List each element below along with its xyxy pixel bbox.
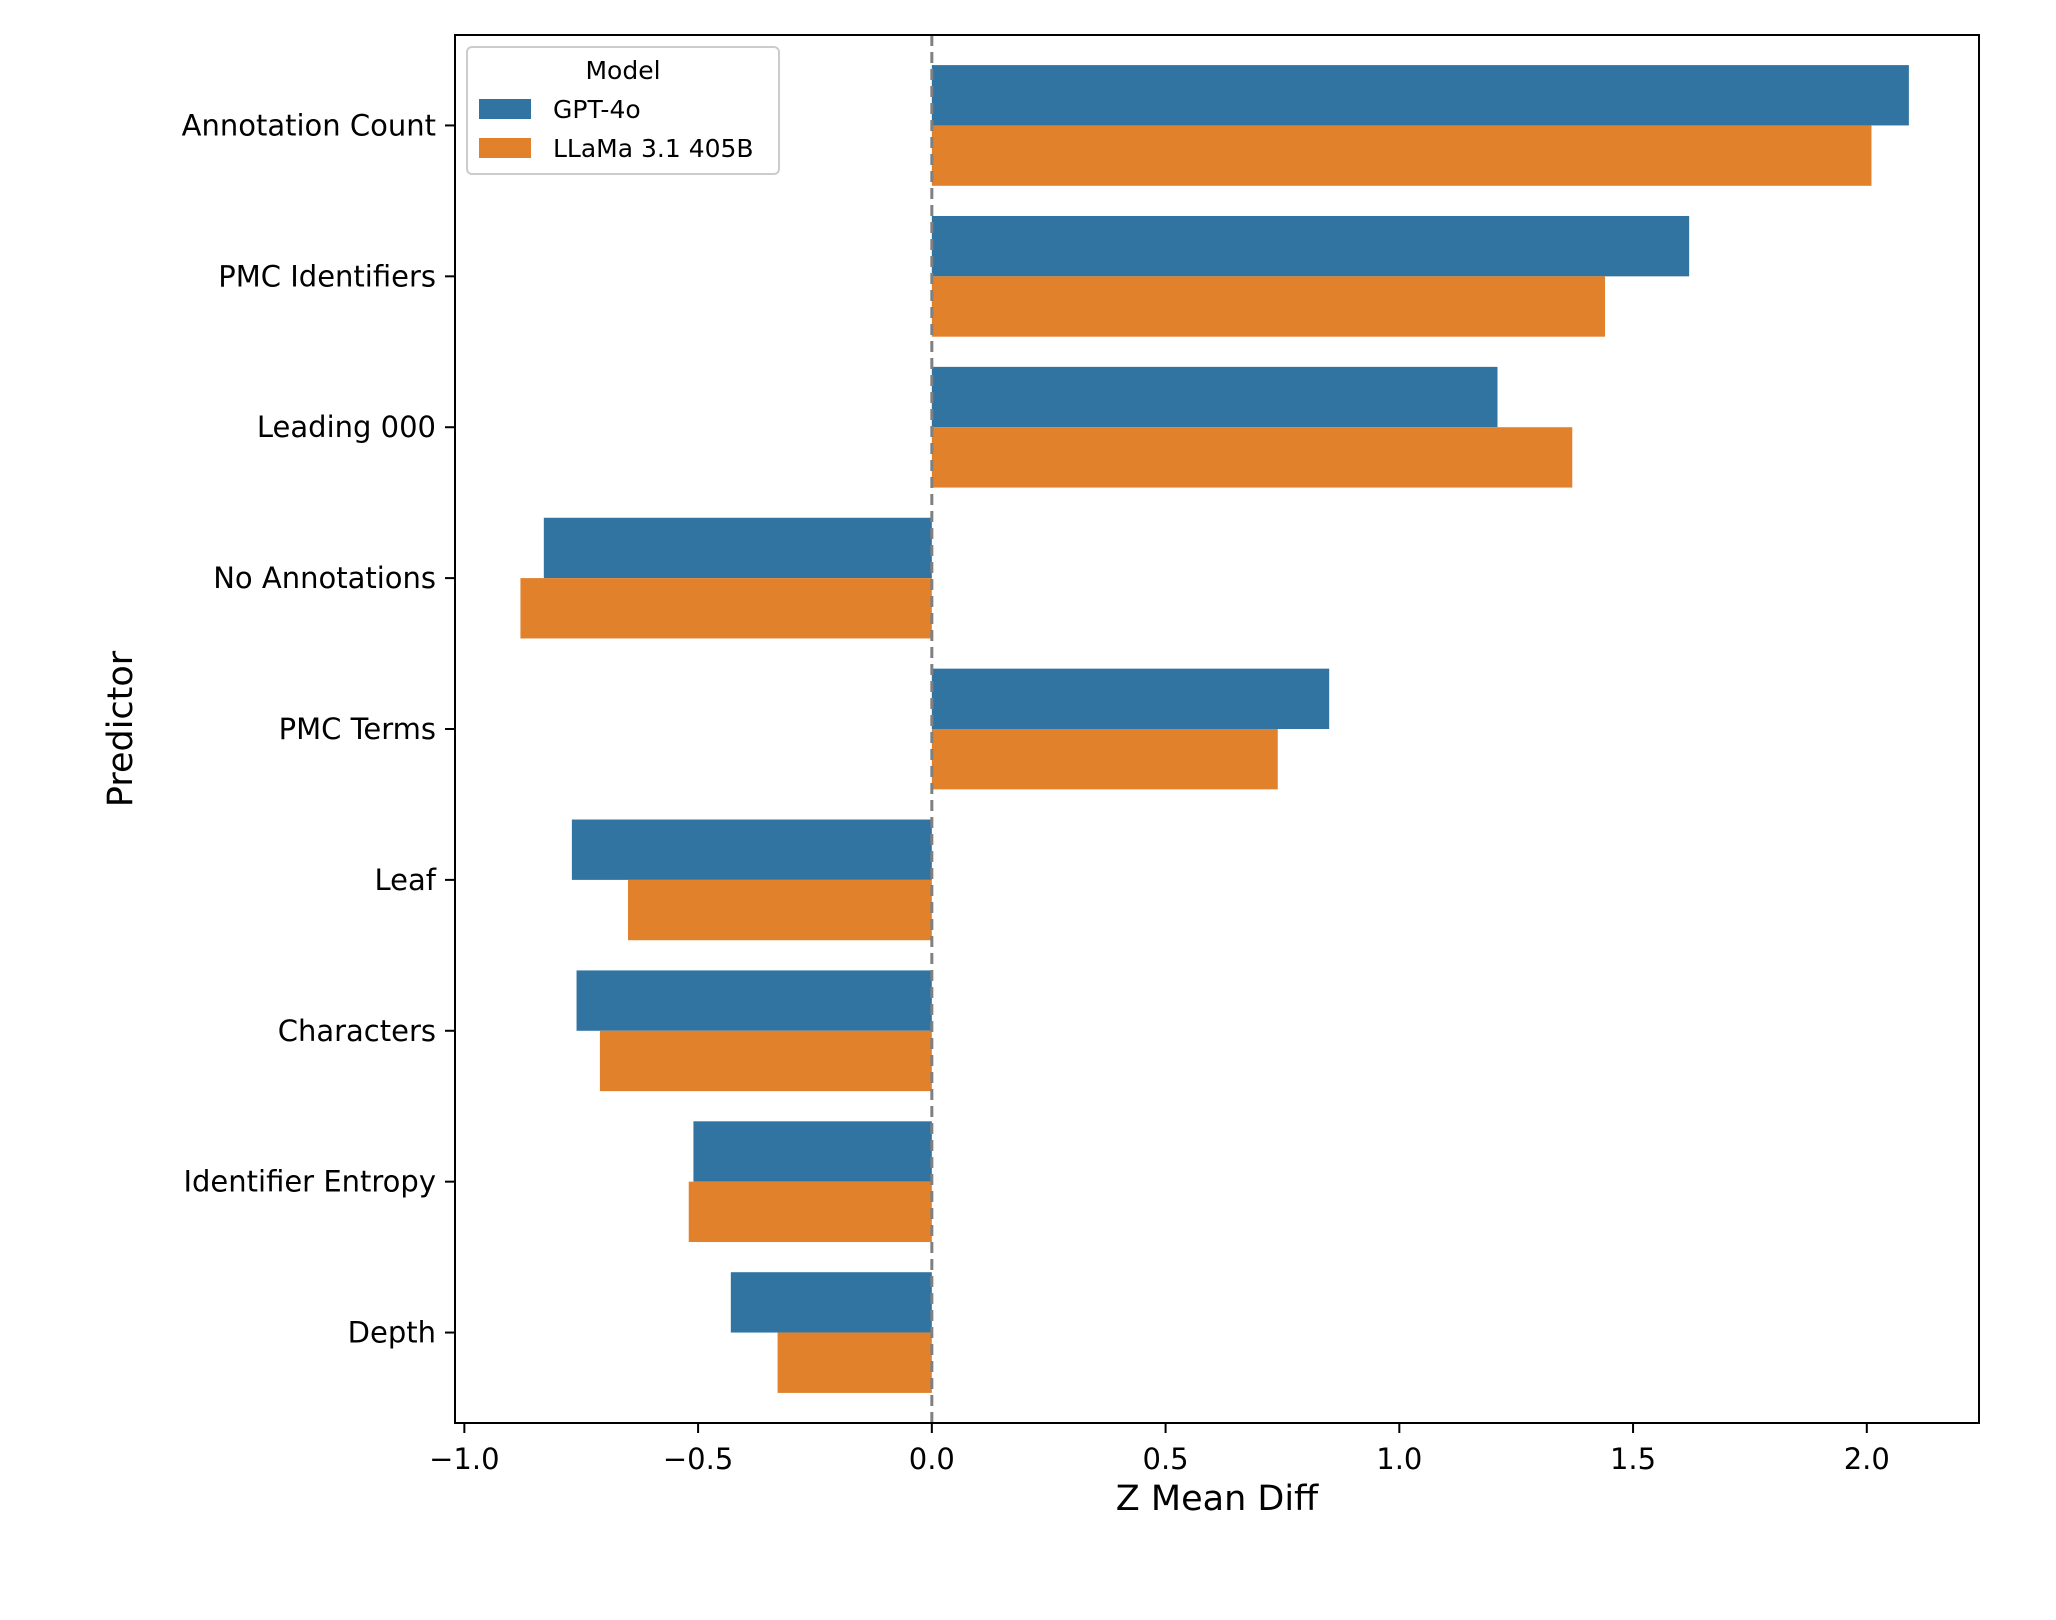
legend: Model GPT-4o LLaMa 3.1 405B [466, 46, 780, 175]
y-axis-label: Predictor [101, 650, 141, 807]
bar-llama-3-1-405b-pmc-identifiers [931, 276, 1606, 337]
bar-llama-3-1-405b-identifier-entropy [688, 1181, 932, 1243]
legend-label-llama-3-1-405b: LLaMa 3.1 405B [553, 134, 754, 163]
bar-gpt-4o-identifier-entropy [693, 1121, 932, 1182]
x-tick-label: 1.5 [1610, 1442, 1656, 1476]
y-tick-label-pmc-terms: PMC Terms [279, 712, 436, 746]
y-axis-ticks: Annotation Count PMC Identifiers Leading 0… [182, 108, 455, 1350]
x-tick-label: −0.5 [663, 1442, 733, 1476]
bars-group [520, 65, 1909, 1393]
legend-title: Model [585, 56, 660, 85]
legend-swatch-llama-3-1-405b [479, 138, 531, 158]
legend-swatch-gpt-4o [479, 99, 531, 119]
bar-gpt-4o-pmc-identifiers [931, 215, 1690, 277]
bar-gpt-4o-annotation-count [931, 65, 1909, 126]
bar-llama-3-1-405b-depth [777, 1332, 932, 1393]
x-tick-label: 1.0 [1376, 1442, 1422, 1476]
y-tick-label-identifier-entropy: Identifier Entropy [183, 1165, 436, 1199]
x-tick-label: 2.0 [1844, 1442, 1890, 1476]
y-tick-label-annotation-count: Annotation Count [182, 108, 436, 142]
bar-llama-3-1-405b-annotation-count [931, 125, 1872, 186]
y-tick-label-no-annotations: No Annotations [213, 561, 436, 595]
x-tick-label: 0.5 [1143, 1442, 1189, 1476]
y-tick-label-leading-000: Leading 000 [257, 410, 436, 444]
bar-gpt-4o-pmc-terms [931, 668, 1330, 729]
x-axis-label: Z Mean Diff [1116, 1479, 1319, 1519]
bar-llama-3-1-405b-no-annotations [520, 578, 932, 639]
bar-gpt-4o-characters [576, 970, 932, 1031]
bar-gpt-4o-leaf [571, 819, 932, 880]
legend-label-gpt-4o: GPT-4o [553, 95, 641, 124]
x-tick-label: 0.0 [909, 1442, 955, 1476]
y-tick-label-characters: Characters [278, 1014, 436, 1048]
bar-llama-3-1-405b-leaf [627, 879, 932, 941]
bar-gpt-4o-depth [730, 1272, 932, 1333]
bar-gpt-4o-leading-000 [931, 366, 1498, 428]
y-tick-label-pmc-identifiers: PMC Identifiers [218, 259, 436, 293]
bar-llama-3-1-405b-characters [599, 1030, 932, 1092]
y-tick-label-depth: Depth [348, 1316, 436, 1350]
legend-frame [466, 46, 780, 175]
y-tick-label-leaf: Leaf [375, 863, 437, 897]
bar-llama-3-1-405b-leading-000 [931, 427, 1573, 488]
bar-llama-3-1-405b-pmc-terms [931, 729, 1278, 790]
bar-gpt-4o-no-annotations [543, 517, 932, 579]
x-axis-ticks: −1.0 −0.5 0.0 0.5 1.0 1.5 2.0 [429, 1423, 1890, 1476]
x-tick-label: −1.0 [429, 1442, 499, 1476]
